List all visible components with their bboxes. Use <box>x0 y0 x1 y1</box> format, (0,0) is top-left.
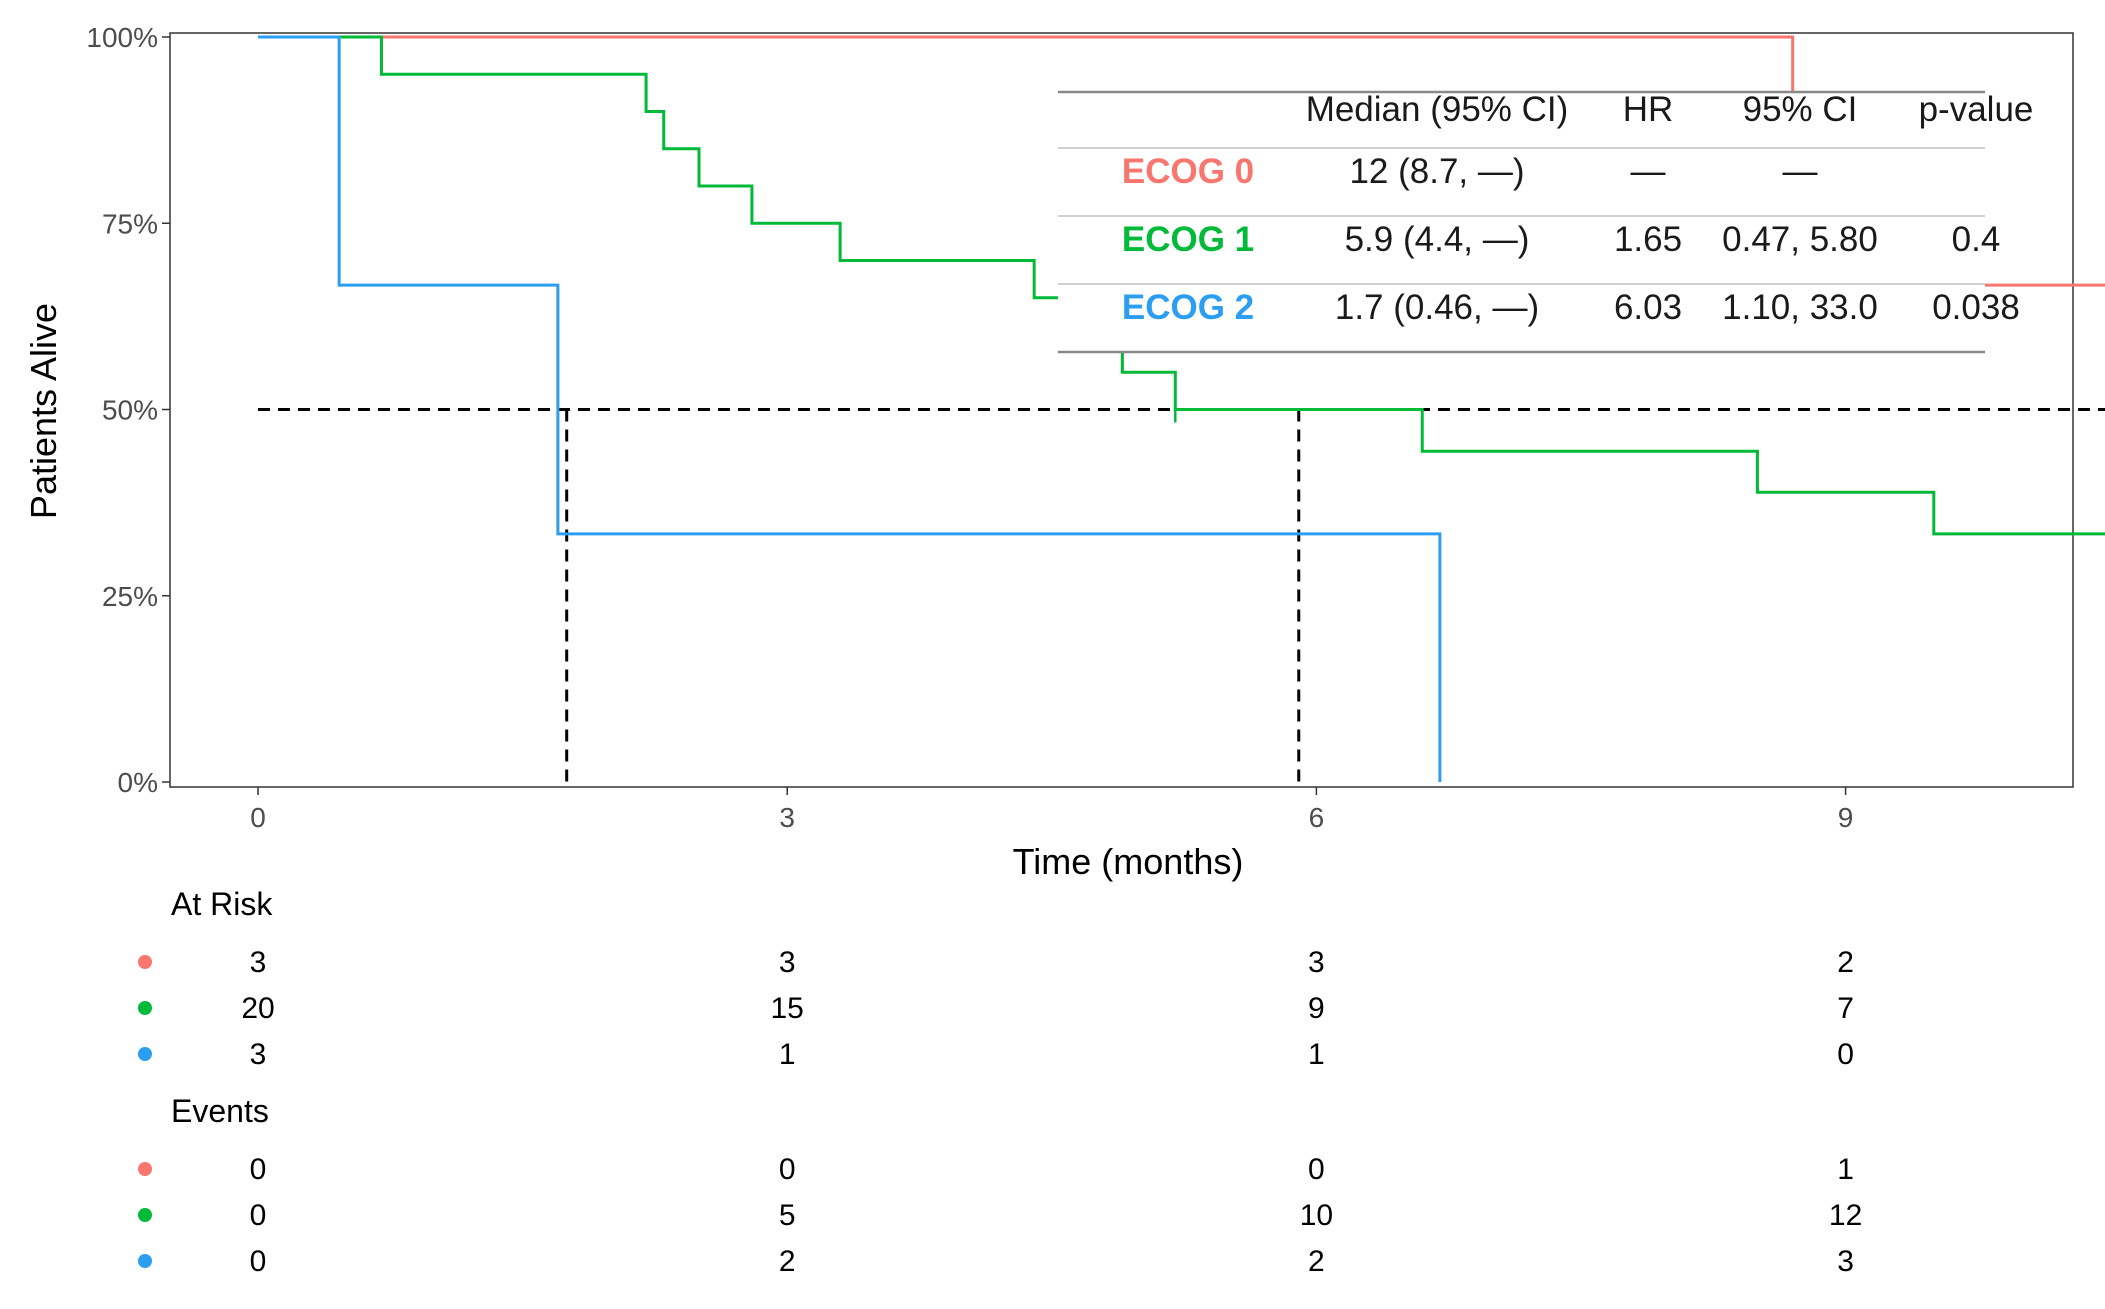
at-risk-table-count: 15 <box>771 992 804 1025</box>
table-group-label: ECOG 0 <box>1122 152 1254 191</box>
y-tick-label: 50% <box>102 395 158 426</box>
events-table-count: 5 <box>779 1199 796 1232</box>
events-table-count: 0 <box>1308 1153 1325 1186</box>
table-group-label: ECOG 1 <box>1122 220 1254 259</box>
events-table-count: 3 <box>1837 1245 1854 1278</box>
table-group-label: ECOG 2 <box>1122 288 1254 327</box>
x-tick-label: 0 <box>250 802 266 833</box>
table-header-cell: HR <box>1623 90 1674 129</box>
plot-area: 0%25%50%75%100%036912151821242730 <box>86 22 2105 833</box>
at-risk-table-title: At Risk <box>171 886 273 922</box>
events-table-group-dot <box>138 1254 152 1268</box>
y-tick-label: 25% <box>102 581 158 612</box>
at-risk-table-group-dot <box>138 955 152 969</box>
table-p-cell: 0.038 <box>1932 288 2020 327</box>
table-ci-cell: — <box>1783 152 1818 191</box>
table-p-cell: 0.4 <box>1952 220 2001 259</box>
events-table-count: 0 <box>779 1153 796 1186</box>
y-tick-label: 100% <box>86 22 158 53</box>
y-tick-label: 75% <box>102 208 158 239</box>
table-hr-cell: — <box>1631 152 1666 191</box>
at-risk-table: At Risk333211110002015974331110311000000… <box>138 886 1854 1071</box>
events-table-title: Events <box>171 1093 269 1129</box>
table-background <box>1058 92 1985 352</box>
table-header-cell: 95% CI <box>1743 90 1858 129</box>
events-table-group-dot <box>138 1162 152 1176</box>
events-table-count: 2 <box>779 1245 796 1278</box>
x-tick-label: 6 <box>1309 802 1325 833</box>
table-hr-cell: 1.65 <box>1614 220 1682 259</box>
at-risk-table-count: 7 <box>1837 992 1854 1025</box>
km-curve-ecog-0 <box>258 35 2105 287</box>
y-tick-label: 0% <box>118 767 158 798</box>
table-ci-cell: 1.10, 33.0 <box>1722 288 1878 327</box>
km-curve-ecog-2 <box>258 35 1442 782</box>
x-tick-label: 9 <box>1838 802 1854 833</box>
at-risk-table-count: 0 <box>1837 1038 1854 1071</box>
y-axis-title: Patients Alive <box>23 303 64 519</box>
table-hr-cell: 6.03 <box>1614 288 1682 327</box>
events-table: Events0001222233305101214141416161617022… <box>138 1093 1862 1278</box>
events-table-count: 12 <box>1829 1199 1862 1232</box>
events-table-group-dot <box>138 1208 152 1222</box>
events-table-count: 2 <box>1308 1245 1325 1278</box>
at-risk-table-count: 9 <box>1308 992 1325 1025</box>
at-risk-table-count: 3 <box>1308 946 1325 979</box>
at-risk-table-group-dot <box>138 1047 152 1061</box>
events-table-count: 0 <box>250 1245 267 1278</box>
summary-table: Median (95% CI) HR 95% CI p-value ECOG 0 12 (… <box>1058 90 2034 354</box>
at-risk-table-count: 1 <box>1308 1038 1325 1071</box>
x-axis-title: Time (months) <box>1013 841 1244 882</box>
table-median-cell: 5.9 (4.4, —) <box>1345 220 1530 259</box>
at-risk-table-count: 20 <box>241 992 274 1025</box>
table-median-cell: 1.7 (0.46, —) <box>1335 288 1539 327</box>
at-risk-table-group-dot <box>138 1001 152 1015</box>
at-risk-table-count: 3 <box>779 946 796 979</box>
table-ci-cell: 0.47, 5.80 <box>1722 220 1878 259</box>
at-risk-table-count: 1 <box>779 1038 796 1071</box>
table-header-cell: p-value <box>1919 90 2034 129</box>
at-risk-table-count: 2 <box>1837 946 1854 979</box>
x-tick-label: 3 <box>779 802 795 833</box>
events-table-count: 0 <box>250 1153 267 1186</box>
table-median-cell: 12 (8.7, —) <box>1349 152 1524 191</box>
events-table-count: 10 <box>1300 1199 1333 1232</box>
at-risk-table-count: 3 <box>250 946 267 979</box>
events-table-count: 1 <box>1837 1153 1854 1186</box>
at-risk-table-count: 3 <box>250 1038 267 1071</box>
risk-tables: At Risk333211110002015974331110311000000… <box>138 886 1862 1278</box>
table-header-cell: Median (95% CI) <box>1306 90 1569 129</box>
events-table-count: 0 <box>250 1199 267 1232</box>
